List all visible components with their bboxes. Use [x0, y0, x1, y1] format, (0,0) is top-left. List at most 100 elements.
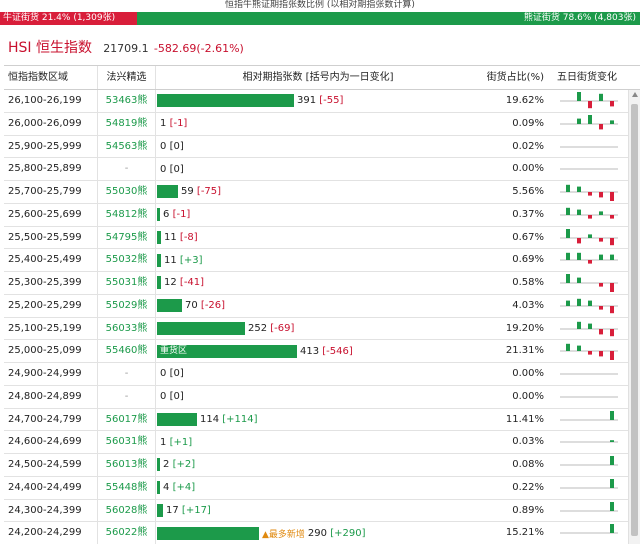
contracts-number: 252 [248, 322, 268, 334]
trend-bar [566, 184, 570, 192]
warrant-code-link[interactable]: 54819熊 [98, 112, 156, 135]
header-range[interactable]: 恒指指数区域 [4, 66, 98, 89]
outstanding-pct-cell: 11.41% [505, 413, 544, 425]
trend-bar [599, 211, 603, 215]
range-cell: 25,000-25,099 [4, 340, 98, 362]
warrant-code-link[interactable]: 54795熊 [98, 226, 156, 249]
trend-sparkline [560, 440, 618, 443]
contracts-value: 11 [-8] [164, 232, 198, 243]
trend-bar [599, 237, 603, 242]
trend-bar [610, 351, 614, 361]
relative-contracts-cell: 0 [0] [156, 158, 480, 180]
scroll-up-arrow-icon[interactable] [632, 92, 638, 97]
header-warrant[interactable]: 法兴精选 [98, 66, 156, 89]
most-added-tag: ▲最多新增 [262, 529, 305, 540]
header-pct[interactable]: 街货占比(%) [486, 72, 544, 83]
contracts-number: 391 [297, 95, 317, 107]
table-row[interactable]: 24,600-24,699 56031熊 1 [+1] 0.03% [4, 431, 628, 454]
contracts-value: 290 [+290] [308, 528, 366, 539]
trend-bar [577, 277, 581, 283]
warrant-code-link[interactable]: 56013熊 [98, 454, 156, 476]
warrant-code-link[interactable]: 55029熊 [98, 294, 156, 317]
relative-contracts-cell: 70 [-26] [156, 295, 480, 317]
warrant-code-link[interactable]: 54563熊 [98, 135, 156, 158]
contracts-number: 4 [163, 482, 170, 494]
warrant-code-link[interactable]: 55030熊 [98, 181, 156, 203]
contracts-number: 413 [300, 345, 320, 357]
warrant-code-link[interactable]: 56028熊 [98, 499, 156, 522]
table-row[interactable]: 24,800-24,899-0 [0] 0.00% [4, 385, 628, 409]
trend-sparkline [560, 274, 618, 292]
trend-sparkline [560, 146, 618, 147]
relative-contracts-cell: 1 [+1] [156, 431, 480, 453]
table-row[interactable]: 25,300-25,399 55031熊 12 [-41] 0.58% [4, 272, 628, 295]
trend-bar [599, 305, 603, 310]
warrant-code-link[interactable]: 56022熊 [98, 522, 156, 544]
relative-contracts-cell: 0 [0] [156, 363, 480, 385]
table-row[interactable]: 25,800-25,899-0 [0] 0.00% [4, 158, 628, 181]
table-row[interactable]: 25,000-25,099 55460熊 重货区 413 [-546] 21.31% [4, 340, 628, 363]
header-relative[interactable]: 相对期指张数 [括号内为一日变化] [242, 72, 394, 83]
table-row[interactable]: 26,100-26,199 53463熊 391 [-55] 19.62% [4, 90, 628, 113]
table-row[interactable]: 25,700-25,799 55030熊 59 [-75] 5.56% [4, 181, 628, 204]
warrant-code-link[interactable]: 56033熊 [98, 317, 156, 340]
relative-contracts-cell: 11 [-8] [156, 227, 480, 249]
relative-contracts-cell: 2 [+2] [156, 454, 480, 476]
trend-sparkline [560, 184, 618, 201]
warrant-code-link[interactable]: 55448熊 [98, 476, 156, 499]
trend-bar [610, 524, 614, 534]
contracts-bar [157, 503, 163, 517]
contracts-bar [157, 276, 161, 290]
daily-change: [-69] [270, 322, 295, 334]
contracts-number: 0 [160, 163, 167, 175]
relative-contracts-cell: 0 [0] [156, 386, 480, 408]
trend-bar [599, 283, 603, 287]
contracts-bar [157, 208, 160, 222]
five-day-trend-cell [546, 477, 628, 499]
warrant-code-link[interactable]: 55460熊 [98, 340, 156, 362]
table-row[interactable]: 24,700-24,799 56017熊 114 [+114] 11.41% [4, 408, 628, 432]
warrant-code-link[interactable]: 54812熊 [98, 203, 156, 226]
contracts-number: 290 [307, 527, 328, 539]
outstanding-pct-cell: 0.37% [512, 208, 544, 220]
table-row[interactable]: 25,500-25,599 54795熊 11 [-8] 0.67% [4, 226, 628, 250]
warrant-code-link[interactable]: 55032熊 [98, 249, 156, 271]
contracts-number: 1 [160, 118, 167, 130]
warrant-code-link[interactable]: 55031熊 [98, 272, 156, 294]
warrant-code-link[interactable]: 56031熊 [98, 431, 156, 453]
warrant-code-link[interactable]: 56017熊 [98, 408, 156, 431]
warrant-code-link[interactable]: 53463熊 [98, 90, 156, 112]
index-name[interactable]: HSI 恒生指数 [8, 40, 92, 56]
range-cell: 25,900-25,999 [4, 135, 98, 158]
contracts-bar [157, 185, 178, 199]
ratio-title: 恒指牛熊证期指张数比例 (以相对期指张数计算) [225, 0, 415, 10]
five-day-trend-cell [546, 500, 628, 522]
warrant-distribution-table: 恒指指数区域 法兴精选 相对期指张数 [括号内为一日变化] 街货占比(%) 五日… [4, 65, 640, 544]
relative-contracts-cell: 6 [-1] [156, 204, 480, 226]
vertical-scrollbar[interactable] [628, 90, 640, 544]
table-row[interactable]: 24,500-24,599 56013熊 2 [+2] 0.08% [4, 454, 628, 477]
trend-sparkline [560, 396, 618, 398]
table-row[interactable]: 25,100-25,199 56033熊 252 [-69] 19.20% [4, 317, 628, 341]
table-row[interactable]: 24,200-24,299 56022熊 ▲最多新增 290 [+290] 15.21% [4, 522, 628, 544]
table-row[interactable]: 25,900-25,999 54563熊 0 [0] 0.02% [4, 135, 628, 159]
outstanding-pct-cell: 0.03% [512, 436, 544, 448]
range-cell: 25,600-25,699 [4, 203, 98, 226]
contracts-value: 6 [-1] [163, 209, 190, 220]
table-row[interactable]: 24,300-24,399 56028熊 17 [+17] 0.89% [4, 499, 628, 523]
table-row[interactable]: 24,900-24,999-0 [0] 0.00% [4, 363, 628, 386]
daily-change: [+1] [169, 436, 193, 448]
five-day-trend-cell [546, 409, 628, 431]
table-row[interactable]: 24,400-24,499 55448熊 4 [+4] 0.22% [4, 476, 628, 500]
contracts-number: 0 [160, 368, 167, 380]
scrollbar-thumb[interactable] [631, 104, 638, 536]
contracts-number: 0 [160, 391, 167, 403]
header-trend[interactable]: 五日街货变化 [557, 72, 617, 83]
table-row[interactable]: 26,000-26,099 54819熊 1 [-1] 0.09% [4, 112, 628, 136]
range-cell: 25,100-25,199 [4, 317, 98, 340]
table-row[interactable]: 25,600-25,699 54812熊 6 [-1] 0.37% [4, 203, 628, 227]
contracts-value: 0 [0] [160, 391, 184, 402]
table-row[interactable]: 25,200-25,299 55029熊 70 [-26] 4.03% [4, 294, 628, 318]
table-row[interactable]: 25,400-25,499 55032熊 11 [+3] 0.69% [4, 249, 628, 272]
trend-bar [588, 101, 592, 109]
